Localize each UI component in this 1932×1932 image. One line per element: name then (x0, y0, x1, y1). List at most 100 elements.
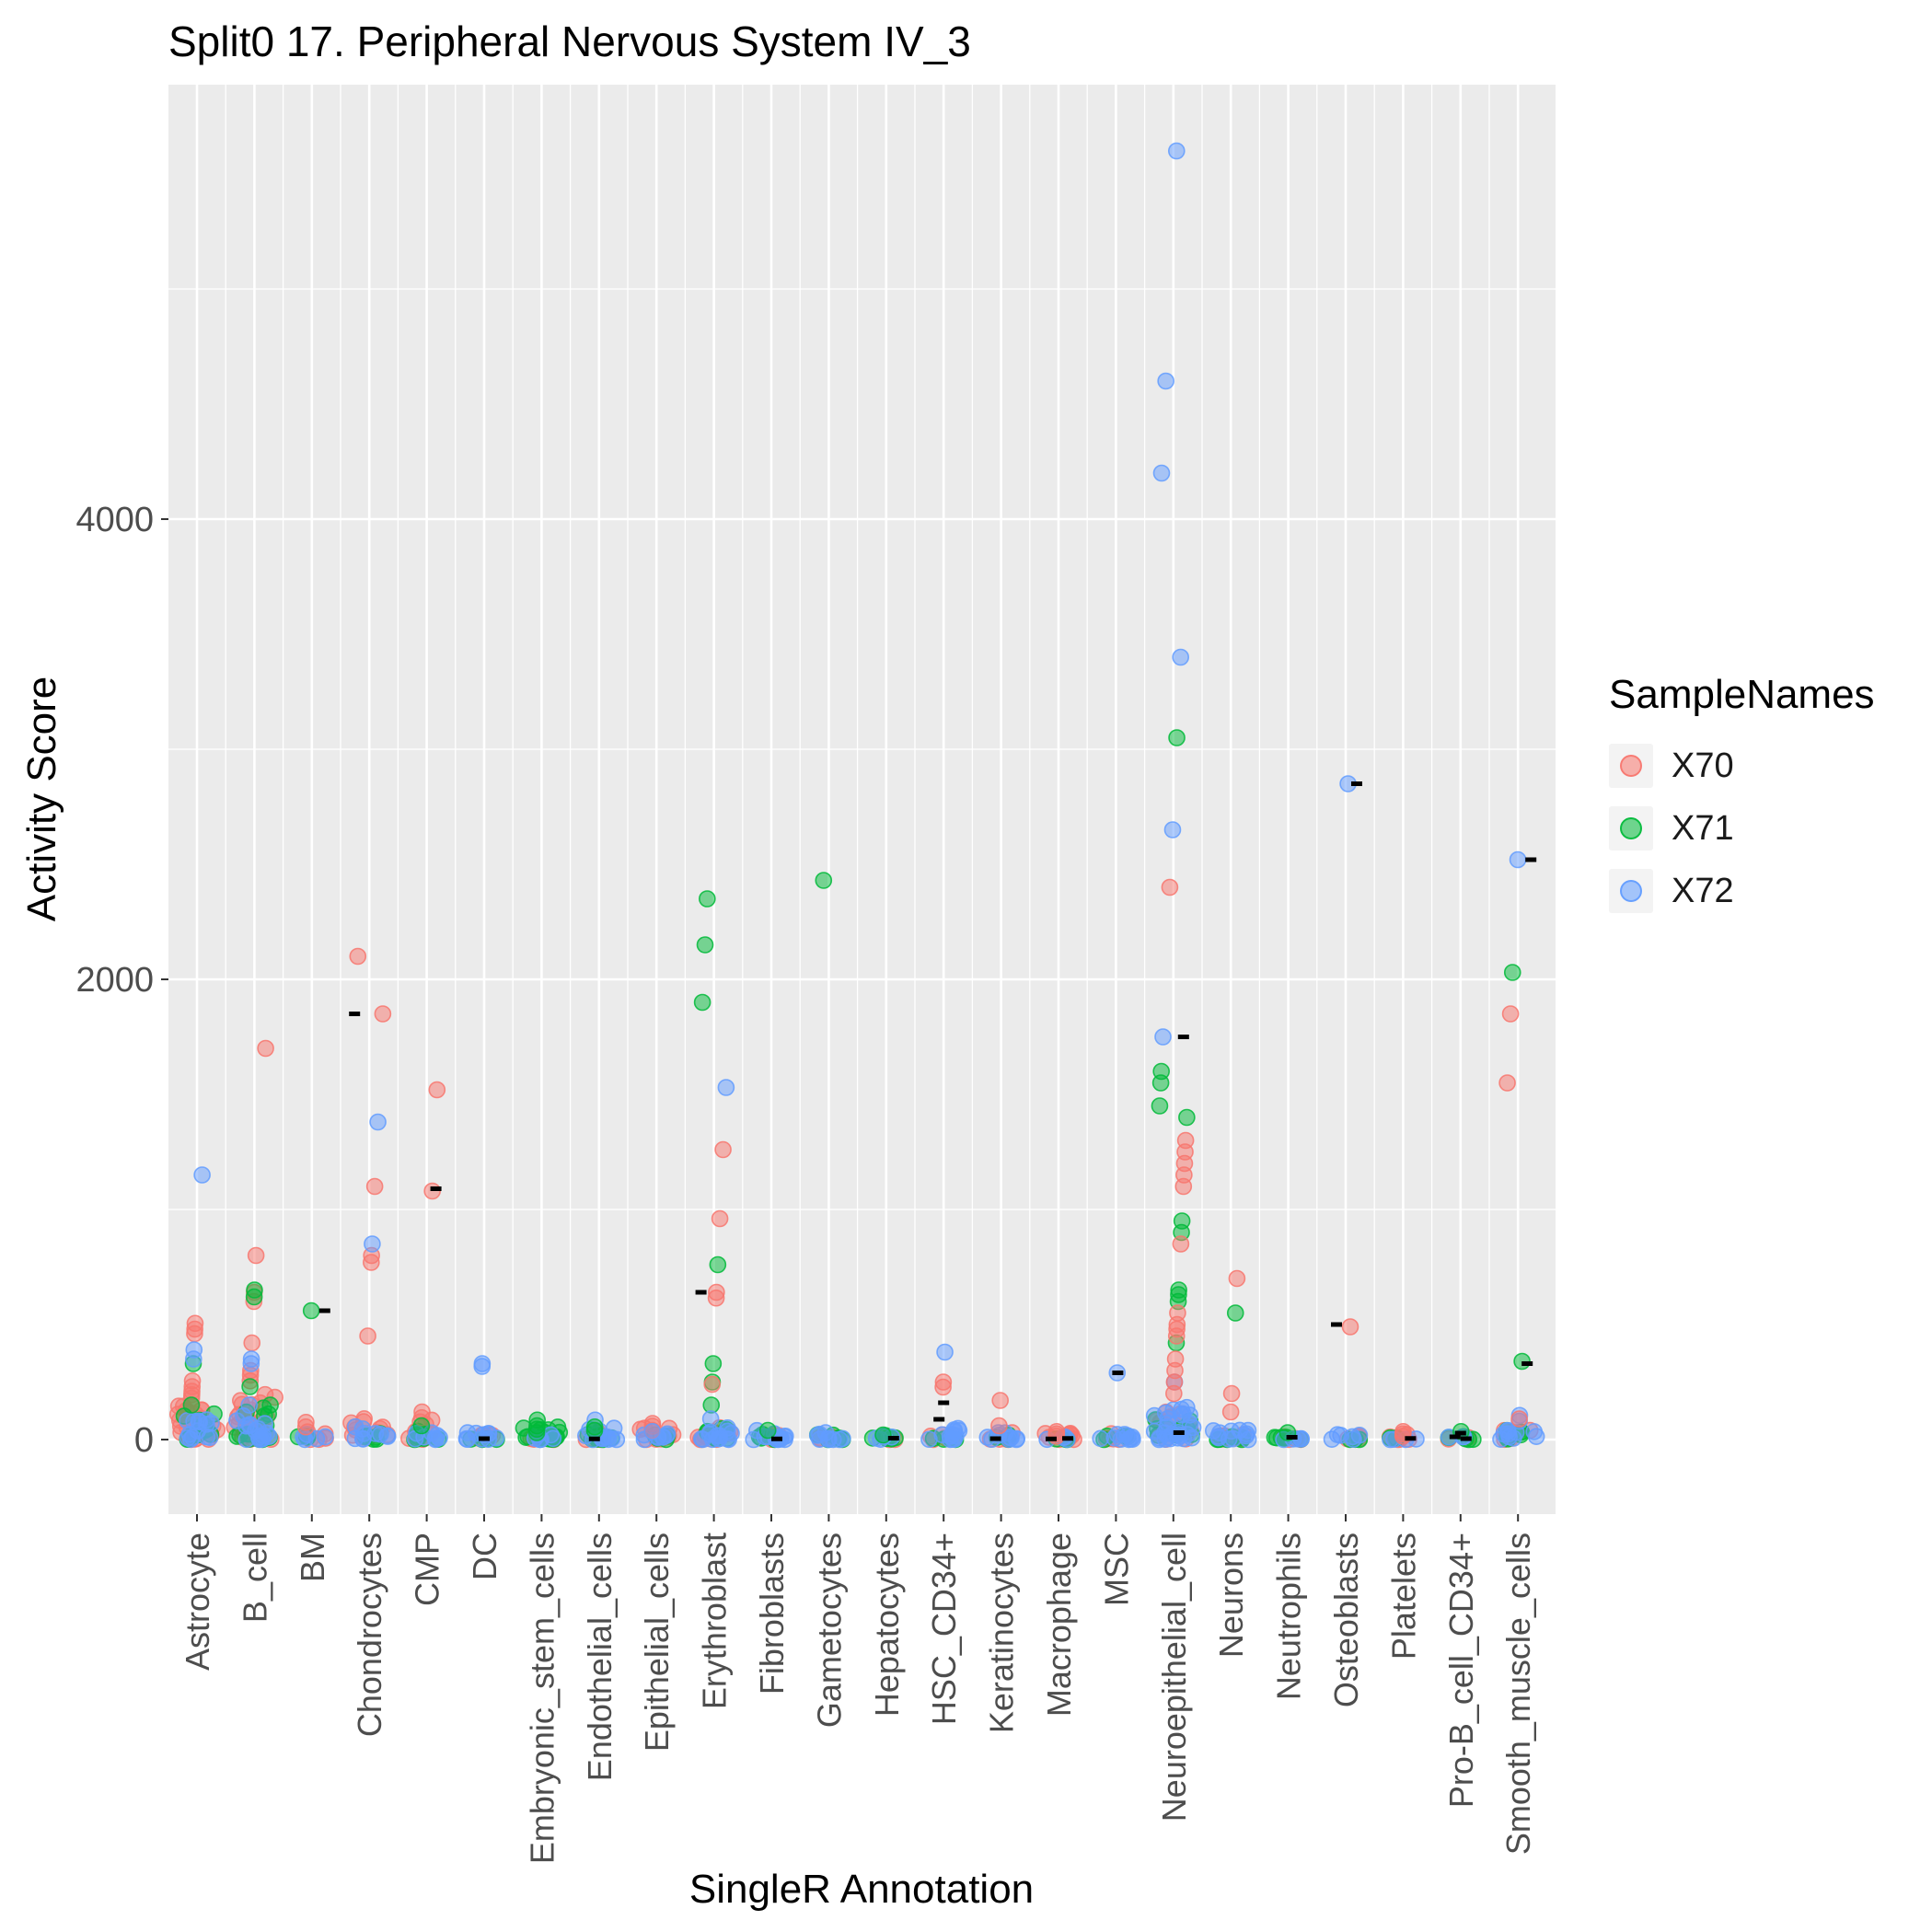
x-tick-label: B_cell (236, 1533, 273, 1623)
summary-mark (479, 1436, 490, 1441)
x-axis-title: SingleR Annotation (688, 1867, 1035, 1912)
data-point (1163, 821, 1182, 839)
summary-mark (771, 1436, 782, 1441)
data-point (942, 1430, 959, 1449)
data-point (758, 1421, 777, 1440)
data-point (816, 1424, 835, 1441)
x-tick-label: Erythroblast (696, 1533, 734, 1709)
x-tick-label: Pro-B_cell_CD34+ (1442, 1533, 1480, 1808)
data-point (1341, 1318, 1359, 1336)
summary-mark (1331, 1322, 1342, 1327)
data-point (1350, 1426, 1369, 1444)
data-point (186, 1325, 203, 1343)
data-point (1159, 1409, 1176, 1428)
data-point (1174, 1177, 1193, 1196)
data-point (1525, 1423, 1544, 1440)
data-point (585, 1421, 604, 1440)
data-point (542, 1426, 560, 1444)
data-point (711, 1209, 729, 1228)
data-point (243, 1334, 261, 1352)
x-tick-label: Astrocyte (179, 1533, 216, 1671)
legend-dot-x71 (1620, 817, 1642, 839)
data-point (412, 1417, 431, 1435)
data-point (240, 1396, 259, 1414)
legend-entry-x71: X71 (1609, 806, 1922, 850)
data-point (990, 1417, 1008, 1435)
x-tick-label: HSC_CD34+ (925, 1533, 963, 1725)
data-point (185, 1350, 202, 1368)
x-tick-label: Neuroepithelial_cell (1155, 1533, 1193, 1822)
data-point (359, 1327, 376, 1345)
x-tick-label: Platelets (1384, 1533, 1422, 1660)
data-point (717, 1079, 735, 1096)
data-point (527, 1424, 546, 1441)
data-point (1151, 1074, 1170, 1092)
data-point (374, 1005, 392, 1023)
data-point (699, 890, 716, 908)
data-point (643, 1422, 662, 1440)
summary-mark (1177, 1035, 1189, 1039)
data-point (1231, 1421, 1249, 1440)
summary-mark (1062, 1436, 1073, 1441)
data-point (182, 1396, 201, 1414)
x-tick-label: Embryonic_stem_cells (523, 1533, 561, 1864)
data-point (365, 1177, 384, 1196)
data-point (696, 936, 714, 954)
legend: SampleNames X70 X71 X72 (1609, 672, 1922, 931)
data-point (369, 1113, 387, 1131)
data-point (1047, 1427, 1065, 1445)
x-tick-label: Neurons (1212, 1533, 1250, 1658)
legend-dot-x70 (1620, 755, 1642, 777)
summary-mark (430, 1186, 442, 1191)
data-point (815, 872, 833, 889)
x-tick-label: Neutrophils (1270, 1533, 1308, 1700)
data-point (693, 993, 711, 1012)
data-point (179, 1412, 196, 1429)
summary-mark (1521, 1361, 1533, 1366)
x-tick-label: Osteoblasts (1327, 1533, 1365, 1707)
summary-mark (1351, 781, 1362, 786)
legend-dot-x72 (1620, 880, 1642, 902)
data-point (1226, 1304, 1244, 1322)
x-tick-label: Macrophage (1040, 1533, 1078, 1717)
legend-entry-x72: X72 (1609, 869, 1922, 913)
data-point (364, 1235, 381, 1253)
summary-mark (989, 1436, 1001, 1441)
data-point (934, 1378, 952, 1396)
summary-mark (318, 1308, 330, 1313)
x-tick-label: Gametocytes (810, 1533, 848, 1728)
data-point (346, 1417, 364, 1436)
summary-mark (1405, 1436, 1417, 1441)
data-point (1167, 142, 1186, 160)
y-tick-label: 0 (134, 1421, 154, 1460)
legend-entry-x70: X70 (1609, 744, 1922, 788)
data-point (1209, 1429, 1228, 1447)
data-point (237, 1417, 255, 1435)
data-point (378, 1427, 396, 1445)
data-point (1178, 1398, 1196, 1417)
x-tick-label: MSC (1097, 1533, 1135, 1606)
summary-mark (887, 1436, 899, 1440)
x-tick-label: Hepatocytes (868, 1533, 906, 1717)
data-point (242, 1355, 260, 1372)
data-point (1505, 1429, 1522, 1447)
data-point (255, 1399, 272, 1417)
data-point (189, 1422, 207, 1440)
data-point (193, 1166, 211, 1184)
x-tick-label: Fibroblasts (753, 1533, 791, 1695)
x-tick-label: BM (294, 1533, 331, 1582)
data-point (473, 1358, 492, 1375)
data-point (1222, 1384, 1241, 1403)
x-tick-label: CMP (409, 1533, 446, 1606)
data-point (1498, 1074, 1516, 1092)
chart-title: Split0 17. Peripheral Nervous System IV_… (168, 17, 971, 65)
summary-mark (1460, 1436, 1472, 1441)
data-point (1165, 1384, 1183, 1403)
summary-mark (349, 1012, 361, 1016)
summary-mark (1112, 1371, 1124, 1375)
summary-mark (1173, 1430, 1185, 1435)
legend-key (1609, 869, 1653, 913)
data-point (1157, 372, 1174, 390)
